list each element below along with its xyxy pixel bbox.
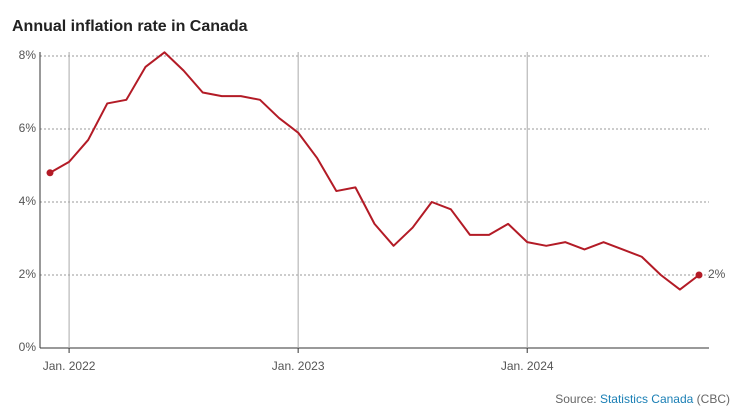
source: Source: Statistics Canada (CBC): [555, 392, 730, 406]
y-tick-label: 2%: [19, 267, 37, 281]
value-label: 2%: [708, 267, 726, 281]
chart-title: Annual inflation rate in Canada: [12, 18, 248, 35]
source-prefix: Source:: [555, 392, 596, 406]
y-tick-label: 0%: [19, 340, 37, 354]
y-tick-label: 8%: [19, 48, 37, 62]
line: [49, 51, 700, 291]
source-link[interactable]: Statistics Canada: [600, 392, 694, 406]
end-dot: [46, 169, 54, 177]
end-dot: [695, 271, 703, 279]
x-tick-label: Jan. 2023: [272, 359, 325, 373]
source-suffix: (CBC): [697, 392, 730, 406]
x-tick-label: Jan. 2024: [501, 359, 554, 373]
y-tick-label: 6%: [19, 121, 37, 135]
y-tick-label: 4%: [19, 194, 37, 208]
x-tick-label: Jan. 2022: [43, 359, 96, 373]
